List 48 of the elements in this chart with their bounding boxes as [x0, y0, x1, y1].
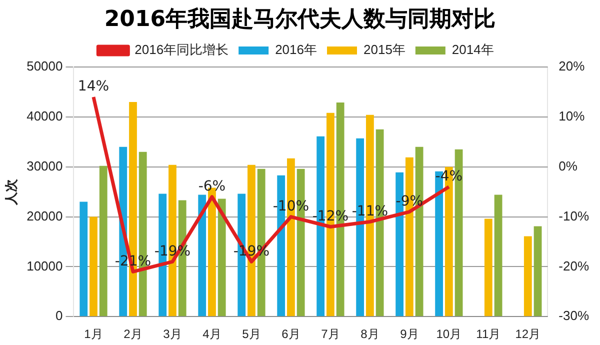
y-tick-label: 20000: [26, 208, 63, 224]
data-label: 14%: [78, 78, 110, 95]
x-tick-label: 8月: [360, 327, 380, 342]
y2-tick-label: 20%: [558, 58, 586, 74]
x-tick-label: 3月: [163, 327, 182, 342]
data-label: -12%: [312, 208, 349, 224]
data-label: -10%: [272, 198, 310, 214]
x-tick-label: 4月: [202, 327, 222, 342]
y2-tick-label: -10%: [558, 208, 590, 224]
legend-label: 2016年: [275, 42, 317, 58]
data-label: -21%: [114, 253, 152, 270]
y2-tick-label: -30%: [558, 308, 590, 324]
x-tick-label: 9月: [400, 327, 419, 342]
y-tick-label: 50000: [26, 58, 63, 74]
bar: [524, 236, 532, 316]
legend-label: 2015年: [364, 42, 406, 58]
bar: [99, 166, 108, 316]
y2-tick-label: -20%: [558, 258, 590, 274]
y-tick-label: 40000: [26, 108, 63, 124]
data-label: -19%: [233, 243, 270, 260]
bar: [80, 202, 88, 316]
x-tick-label: 6月: [282, 327, 300, 342]
x-tick-label: 5月: [242, 327, 261, 342]
x-tick-label: 2月: [124, 327, 142, 342]
bar: [218, 198, 226, 316]
data-label: -4%: [435, 168, 463, 184]
bar: [534, 226, 542, 316]
x-tick-label: 11月: [476, 327, 501, 342]
y2-tick-label: 0%: [558, 158, 578, 174]
legend-label: 2014年: [452, 42, 494, 58]
data-label: -6%: [198, 178, 226, 194]
y-axis-title: 人次: [3, 178, 18, 206]
bar: [484, 218, 492, 316]
y2-tick-label: 10%: [558, 108, 586, 124]
y-tick-label: 0: [56, 308, 63, 324]
bar: [90, 216, 98, 316]
x-tick-label: 1月: [84, 327, 103, 342]
x-tick-label: 7月: [321, 327, 340, 342]
data-label: -11%: [352, 203, 388, 220]
bar: [494, 194, 502, 316]
data-label: -19%: [154, 243, 191, 260]
legend-label: 2016年同比增长: [134, 42, 229, 58]
chart-title: 2016年我国赴马尔代夫人数与同期对比: [103, 6, 497, 34]
y-tick-label: 10000: [26, 258, 63, 274]
bar: [198, 194, 206, 316]
y-tick-label: 30000: [26, 158, 63, 174]
x-tick-label: 10月: [436, 327, 462, 342]
x-tick-label: 12月: [515, 327, 541, 342]
